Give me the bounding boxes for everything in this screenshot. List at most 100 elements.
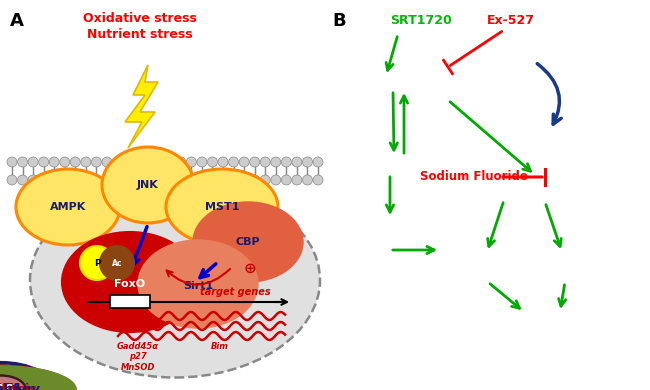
Circle shape <box>165 175 176 185</box>
Ellipse shape <box>0 369 43 390</box>
Circle shape <box>112 157 122 167</box>
Circle shape <box>313 175 323 185</box>
Circle shape <box>292 157 302 167</box>
Ellipse shape <box>0 366 49 390</box>
Ellipse shape <box>0 376 25 390</box>
Circle shape <box>18 157 27 167</box>
Circle shape <box>81 157 91 167</box>
Circle shape <box>123 175 133 185</box>
Circle shape <box>155 157 164 167</box>
Circle shape <box>281 175 291 185</box>
Circle shape <box>155 175 164 185</box>
Ellipse shape <box>30 183 320 378</box>
Ellipse shape <box>100 246 134 280</box>
Circle shape <box>207 175 218 185</box>
Circle shape <box>271 157 281 167</box>
FancyBboxPatch shape <box>110 295 150 308</box>
Ellipse shape <box>62 232 198 332</box>
Text: SIRT1: SIRT1 <box>0 382 23 390</box>
Circle shape <box>92 175 101 185</box>
Circle shape <box>165 157 176 167</box>
Circle shape <box>144 175 154 185</box>
Text: Oxidative stress: Oxidative stress <box>83 12 197 25</box>
Ellipse shape <box>16 169 120 245</box>
Text: FoxOs: FoxOs <box>0 383 21 390</box>
Circle shape <box>70 175 81 185</box>
Circle shape <box>70 157 81 167</box>
Ellipse shape <box>0 367 75 390</box>
Circle shape <box>250 175 260 185</box>
Circle shape <box>49 175 59 185</box>
Circle shape <box>229 175 239 185</box>
Circle shape <box>239 157 249 167</box>
Circle shape <box>218 157 228 167</box>
Circle shape <box>187 157 196 167</box>
Text: CBP: CBP <box>236 237 260 247</box>
Ellipse shape <box>0 367 72 390</box>
Circle shape <box>187 175 196 185</box>
Text: JNK: JNK <box>137 180 159 190</box>
Circle shape <box>134 175 144 185</box>
Text: Sirt1: Sirt1 <box>183 281 213 291</box>
Circle shape <box>144 157 154 167</box>
Text: Binp3: Binp3 <box>0 385 19 390</box>
Circle shape <box>207 157 218 167</box>
Text: Gadd45α
p27
MnSOD: Gadd45α p27 MnSOD <box>117 342 159 372</box>
Circle shape <box>239 175 249 185</box>
Circle shape <box>260 175 270 185</box>
Ellipse shape <box>138 240 258 328</box>
Circle shape <box>197 157 207 167</box>
Text: A: A <box>10 12 24 30</box>
Circle shape <box>281 157 291 167</box>
Text: Ac: Ac <box>0 385 7 390</box>
Circle shape <box>313 157 323 167</box>
Text: Bim: Bim <box>211 342 229 351</box>
Text: SRT1720: SRT1720 <box>390 14 452 27</box>
Ellipse shape <box>80 246 114 280</box>
Text: JNK: JNK <box>0 383 12 390</box>
Circle shape <box>229 157 239 167</box>
Circle shape <box>176 157 186 167</box>
Text: B: B <box>332 12 346 30</box>
Circle shape <box>112 175 122 185</box>
Circle shape <box>218 175 228 185</box>
Text: Rab7: Rab7 <box>0 385 16 390</box>
Text: MST1: MST1 <box>205 202 239 212</box>
Text: Ex-527: Ex-527 <box>487 14 535 27</box>
Text: Ac: Ac <box>0 385 7 390</box>
Ellipse shape <box>0 363 53 390</box>
Circle shape <box>302 175 313 185</box>
Circle shape <box>123 157 133 167</box>
Polygon shape <box>125 65 158 148</box>
Circle shape <box>102 157 112 167</box>
Text: target genes: target genes <box>200 287 270 297</box>
Circle shape <box>176 175 186 185</box>
Circle shape <box>28 175 38 185</box>
Text: Ac: Ac <box>112 259 122 268</box>
Circle shape <box>60 175 70 185</box>
Circle shape <box>28 157 38 167</box>
Ellipse shape <box>0 376 25 390</box>
Circle shape <box>302 157 313 167</box>
Circle shape <box>92 157 101 167</box>
Circle shape <box>134 157 144 167</box>
Text: P: P <box>94 259 100 268</box>
Ellipse shape <box>0 366 49 390</box>
Text: autophagy: autophagy <box>0 383 41 390</box>
Circle shape <box>271 175 281 185</box>
Text: Nutrient stress: Nutrient stress <box>87 28 193 41</box>
Circle shape <box>7 157 17 167</box>
Text: ⊕: ⊕ <box>244 261 256 275</box>
Text: FoxO: FoxO <box>114 279 146 289</box>
Ellipse shape <box>0 369 43 390</box>
Text: AMPK: AMPK <box>50 202 86 212</box>
Circle shape <box>197 175 207 185</box>
Circle shape <box>18 175 27 185</box>
Circle shape <box>49 157 59 167</box>
Ellipse shape <box>0 369 43 390</box>
Circle shape <box>292 175 302 185</box>
Ellipse shape <box>193 202 303 282</box>
Text: apoptosis: apoptosis <box>0 383 37 390</box>
Polygon shape <box>0 367 23 390</box>
Ellipse shape <box>102 147 194 223</box>
